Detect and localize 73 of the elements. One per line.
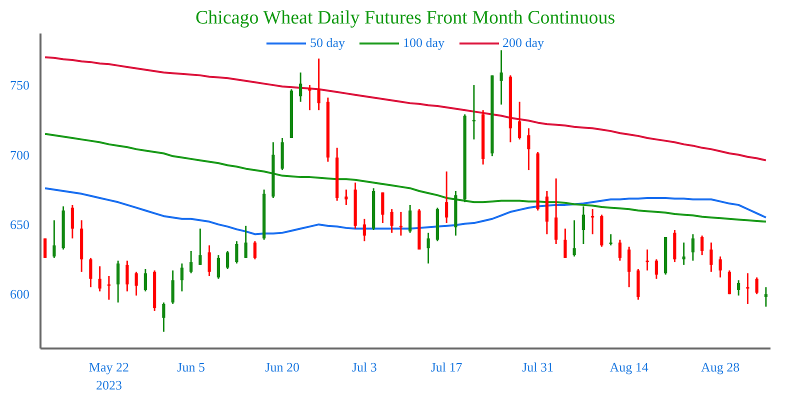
y-tick-label: 650 <box>10 216 30 232</box>
candlestick <box>144 268 147 292</box>
candlestick <box>700 234 704 256</box>
x-tick-label: Aug 28 <box>700 360 740 374</box>
candlestick <box>235 240 238 264</box>
x-tick-label: May 22 2023 <box>88 360 129 392</box>
y-tick-label: 750 <box>10 78 30 93</box>
candlestick <box>198 228 202 266</box>
candlestick <box>253 240 256 260</box>
candlestick <box>98 266 102 292</box>
candlestick <box>107 275 110 300</box>
candlestick <box>126 260 129 292</box>
candlestick <box>162 302 166 333</box>
candlestick <box>527 128 530 171</box>
candlestick <box>500 49 503 106</box>
line-series <box>44 132 767 223</box>
y-tick-label: 700 <box>10 147 30 162</box>
candlestick <box>52 220 56 259</box>
legend-label: 100 day <box>402 35 445 51</box>
candlestick <box>70 204 74 240</box>
line-series <box>44 187 767 236</box>
candlestick <box>564 228 567 259</box>
candlestick <box>654 258 658 280</box>
candlestick <box>718 256 722 278</box>
candlestick <box>89 257 92 288</box>
candlestick <box>728 270 731 295</box>
candlestick <box>317 58 320 111</box>
candlestick <box>408 204 412 234</box>
candlestick <box>682 242 686 266</box>
candlestick <box>190 250 193 274</box>
x-tick-label: Jul 17 <box>430 360 463 374</box>
candlestick <box>390 208 394 234</box>
candlestick <box>216 254 220 280</box>
candlestick <box>691 233 694 262</box>
candlestick <box>609 233 612 246</box>
candlestick <box>116 260 120 304</box>
candlestick <box>344 188 348 206</box>
candlestick <box>646 248 649 272</box>
candlestick <box>171 270 174 305</box>
candlestick <box>755 276 758 295</box>
candlestick <box>472 84 476 140</box>
candlestick <box>618 239 622 262</box>
candlestick <box>628 246 631 288</box>
chart-title: Chicago Wheat Daily Futures Front Month Continuous <box>195 8 616 28</box>
candlestick <box>426 232 430 264</box>
candlestick <box>44 238 47 259</box>
candlestick <box>208 244 211 277</box>
candlestick <box>582 206 585 245</box>
y-tick-label: 600 <box>10 286 30 302</box>
candlestick <box>180 262 184 292</box>
x-tick-label: Aug 14 <box>610 360 649 374</box>
x-tick-label: Jul 31 <box>522 360 554 374</box>
candlestick <box>710 242 713 273</box>
x-tick-label: Jun 5 <box>177 360 205 374</box>
candlestick <box>764 286 768 308</box>
candlestick <box>445 170 448 224</box>
candlestick <box>244 225 248 259</box>
candlestick <box>746 272 750 305</box>
candlestick <box>518 101 522 140</box>
candlestick <box>362 218 366 242</box>
legend-label: 50 day <box>310 35 345 51</box>
candlestick <box>572 220 576 258</box>
candlestick <box>226 250 230 270</box>
candlestick <box>299 72 302 103</box>
candlestick <box>381 192 384 224</box>
candlestick <box>134 271 138 296</box>
candlestick <box>737 279 740 296</box>
x-tick-label: Jun 20 <box>265 360 300 374</box>
x-tick-label: Jul 3 <box>352 360 377 374</box>
legend-label: 200 day <box>502 35 544 51</box>
candlestick <box>591 208 594 235</box>
candlestick <box>554 178 558 245</box>
line-series <box>44 56 767 162</box>
